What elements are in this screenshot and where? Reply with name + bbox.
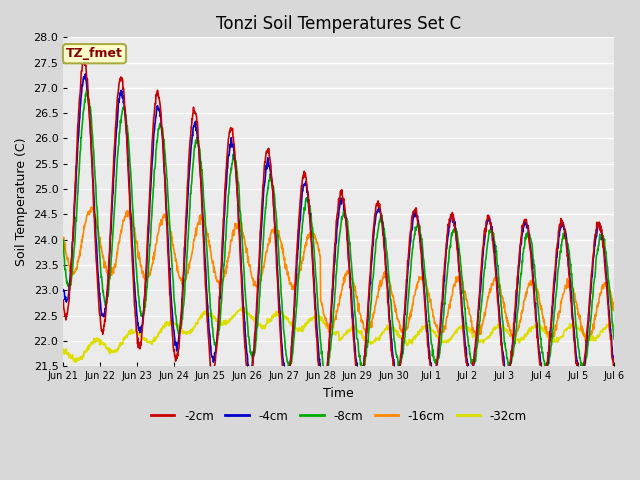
Text: TZ_fmet: TZ_fmet [66,47,123,60]
-8cm [546,354,554,360]
-32cm [611,322,618,328]
-8cm [60,237,67,243]
-8cm [322,374,330,380]
-8cm [182,265,190,271]
-32cm [546,334,554,339]
-2cm [169,336,177,342]
-2cm [182,209,190,215]
-4cm [497,330,505,336]
-2cm [497,342,505,348]
-32cm [240,304,248,310]
-4cm [82,71,90,77]
-32cm [72,360,80,365]
-16cm [497,287,504,292]
-8cm [497,302,505,308]
-16cm [60,236,67,241]
-16cm [611,308,618,314]
Title: Tonzi Soil Temperatures Set C: Tonzi Soil Temperatures Set C [216,15,461,33]
-2cm [80,59,88,64]
-16cm [244,260,252,265]
-16cm [545,331,553,337]
-2cm [425,356,433,361]
-32cm [425,323,433,328]
-16cm [182,276,190,282]
-32cm [60,347,67,352]
-2cm [611,372,618,378]
-4cm [320,383,328,388]
X-axis label: Time: Time [323,386,354,399]
-4cm [60,287,67,293]
Legend: -2cm, -4cm, -8cm, -16cm, -32cm: -2cm, -4cm, -8cm, -16cm, -32cm [146,405,532,427]
-16cm [169,243,177,249]
-16cm [425,290,433,296]
-4cm [546,339,554,345]
-4cm [169,317,177,323]
-8cm [244,325,252,331]
-4cm [244,365,252,371]
-2cm [60,297,67,303]
-32cm [497,324,505,330]
Line: -32cm: -32cm [63,307,614,362]
-32cm [244,312,252,317]
-4cm [182,223,190,228]
-8cm [83,87,90,93]
-2cm [546,338,554,344]
-16cm [88,204,95,210]
-8cm [169,275,177,281]
-32cm [169,319,177,324]
Line: -16cm: -16cm [63,207,614,342]
-4cm [611,366,618,372]
-2cm [244,376,252,382]
Line: -4cm: -4cm [63,74,614,385]
-8cm [425,319,433,324]
-8cm [611,337,618,343]
Line: -8cm: -8cm [63,90,614,377]
Y-axis label: Soil Temperature (C): Soil Temperature (C) [15,137,28,266]
-2cm [319,394,326,399]
-4cm [425,348,433,354]
-32cm [182,330,190,336]
Line: -2cm: -2cm [63,61,614,396]
-16cm [584,339,591,345]
